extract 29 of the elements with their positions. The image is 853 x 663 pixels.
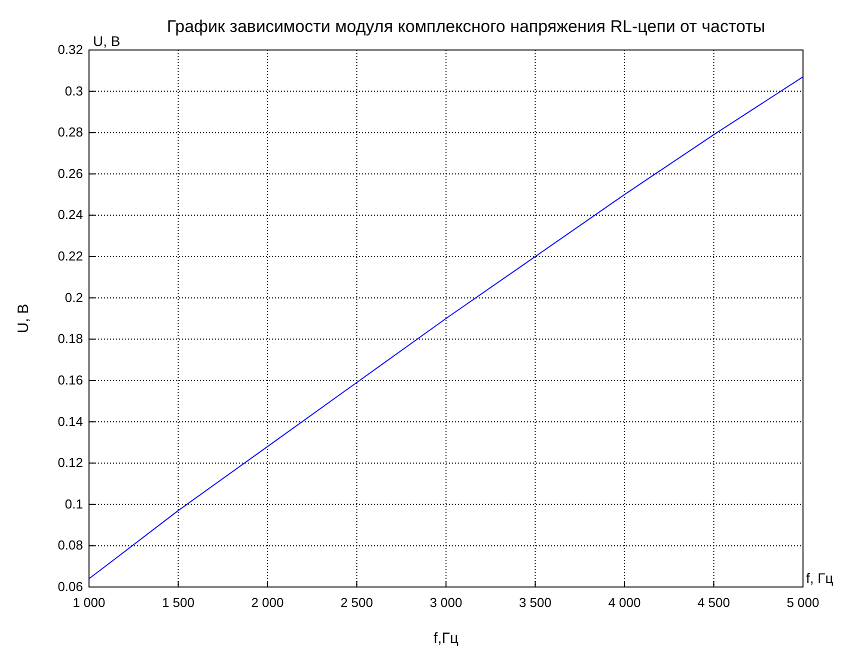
y-tick-label: 0.26 <box>58 166 83 181</box>
y-tick-label: 0.1 <box>64 496 83 512</box>
x-tick-label: 2 000 <box>251 595 284 610</box>
y-tick-label: 0.32 <box>58 42 83 57</box>
x-tick-label: 1 000 <box>72 595 106 610</box>
x-tick-label: 5 000 <box>786 595 820 610</box>
x-tick-label: 4 500 <box>697 595 730 610</box>
y-axis-title: U, В <box>15 304 32 334</box>
y-tick-label: 0.2 <box>64 290 83 305</box>
chart-title: График зависимости модуля комплексного напряжения RL-цепи от частоты <box>166 17 766 36</box>
x-tick-label: 4 000 <box>608 595 641 610</box>
y-tick-label: 0.14 <box>58 414 83 429</box>
x-tick-label: 2 500 <box>340 595 374 610</box>
y-tick-label: 0.24 <box>58 207 83 222</box>
y-tick-label: 0.28 <box>58 124 83 140</box>
x-axis-title: f,Гц <box>433 630 459 647</box>
y-tick-label: 0.3 <box>64 83 83 98</box>
y-tick-label: 0.06 <box>58 579 83 594</box>
x-tick-label: 3 500 <box>518 595 552 610</box>
y-tick-label: 0.22 <box>58 248 83 264</box>
x-tick-label: 1 500 <box>162 595 195 610</box>
x-tick-label: 3 000 <box>430 595 462 610</box>
y-tick-label: 0.12 <box>58 455 83 470</box>
text: f, Гц <box>806 570 834 586</box>
line-series <box>88 76 804 580</box>
y-tick-label: 0.16 <box>58 372 83 388</box>
text: U, В <box>93 33 120 49</box>
y-tick-label: 0.18 <box>58 331 83 346</box>
y-tick-label: 0.08 <box>58 538 83 553</box>
